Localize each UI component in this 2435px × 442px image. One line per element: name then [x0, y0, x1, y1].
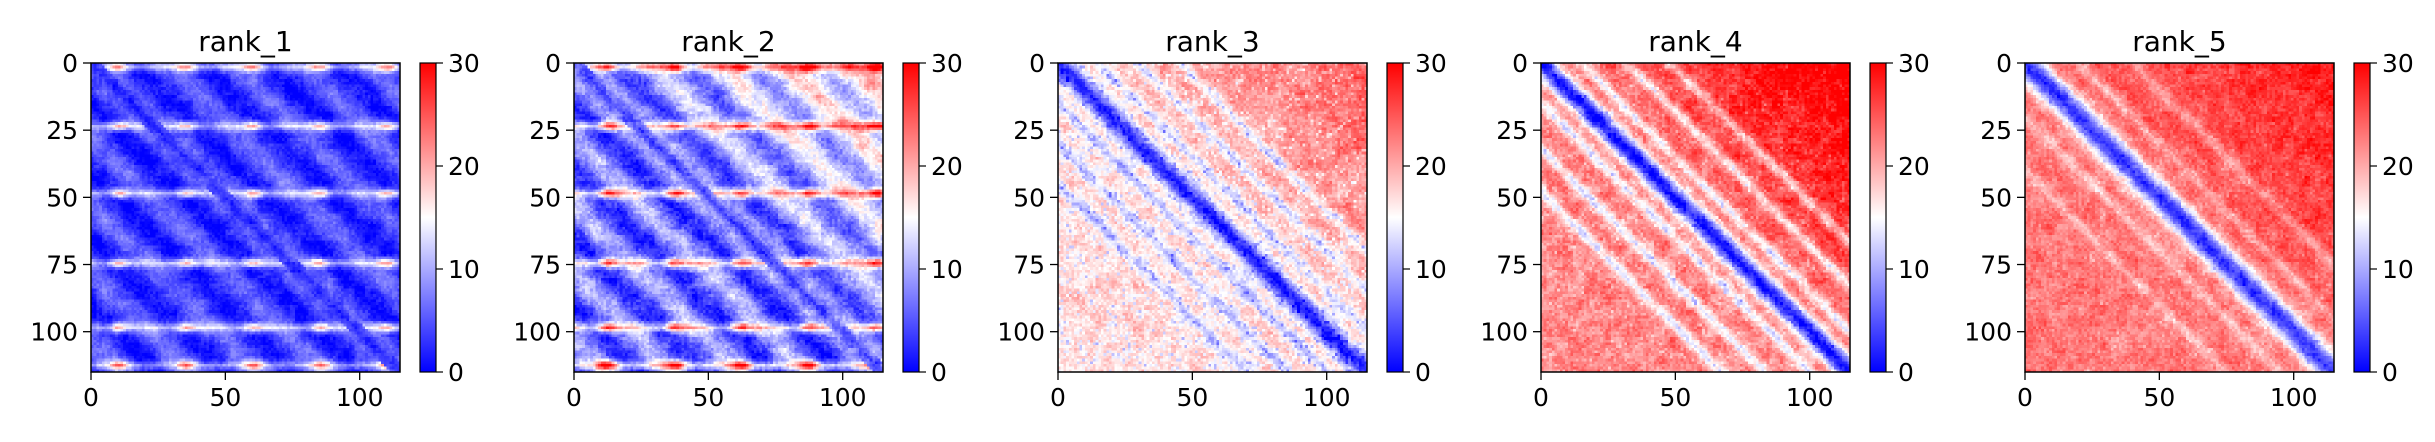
panel-title: rank_1	[198, 25, 292, 58]
heatmap-cells	[91, 63, 401, 373]
